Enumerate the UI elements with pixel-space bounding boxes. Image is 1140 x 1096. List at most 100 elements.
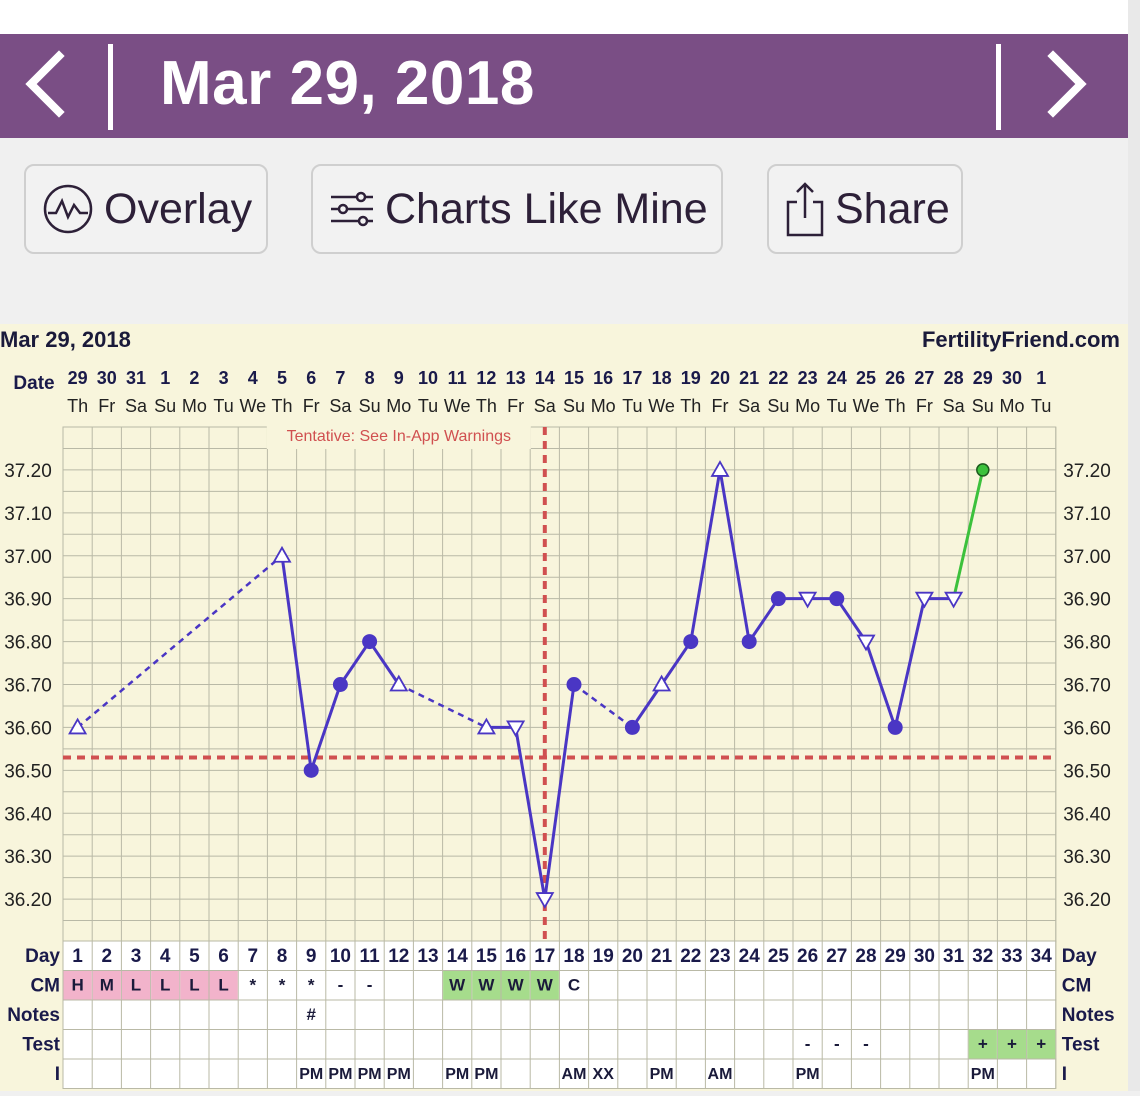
table-cell-value: W <box>508 976 525 995</box>
temp-segment <box>514 727 547 900</box>
temp-point <box>829 591 845 607</box>
prev-day-button[interactable] <box>0 34 90 138</box>
temp-point <box>389 674 409 692</box>
weekday-tick-label: Mo <box>795 396 820 416</box>
weekday-tick-label: Sa <box>738 396 761 416</box>
day-number: 23 <box>709 946 730 967</box>
table-cell-value: - <box>863 1035 869 1054</box>
date-tick-label: 20 <box>710 368 730 388</box>
weekday-tick-label: Sa <box>329 396 352 416</box>
overlay-button[interactable]: Overlay <box>24 164 268 254</box>
chart-source: FertilityFriend.com <box>922 327 1120 352</box>
next-day-button[interactable] <box>1022 34 1112 138</box>
day-number: 20 <box>622 946 643 967</box>
day-number: 33 <box>1001 946 1022 967</box>
table-cell-value: PM <box>971 1066 995 1083</box>
share-button[interactable]: Share <box>767 164 963 254</box>
weekday-tick-label: Tu <box>213 396 233 416</box>
day-number: 22 <box>680 946 701 967</box>
temp-point <box>856 634 876 652</box>
temp-segment <box>339 640 371 686</box>
day-number: 9 <box>306 946 317 967</box>
date-header: Mar 29, 2018 <box>0 34 1128 138</box>
weekday-tick-label: Tu <box>622 396 642 416</box>
table-cell-value: + <box>1036 1035 1046 1054</box>
table-cell-value: AM <box>562 1066 587 1083</box>
table-cell-value: L <box>218 976 228 995</box>
weekday-tick-label: We <box>444 396 471 416</box>
y-tick-label-left: 36.50 <box>4 761 52 782</box>
day-number: 24 <box>739 946 761 967</box>
temp-segment <box>864 641 897 728</box>
day-number: 14 <box>447 946 469 967</box>
day-number: 11 <box>360 946 381 967</box>
weekday-tick-label: Fr <box>303 396 320 416</box>
weekday-tick-label: Mo <box>999 396 1024 416</box>
day-number: 19 <box>593 946 614 967</box>
table-cell-fill <box>443 971 472 1000</box>
weekday-tick-label: Fr <box>98 396 115 416</box>
y-tick-label-right: 36.70 <box>1063 676 1111 697</box>
date-tick-label: 10 <box>418 368 438 388</box>
date-tick-label: 24 <box>827 368 847 388</box>
date-tick-label: 31 <box>126 368 146 388</box>
weekday-tick-label: Su <box>563 396 585 416</box>
header-divider-right <box>996 44 1001 130</box>
y-tick-label-left: 36.30 <box>4 847 52 868</box>
weekday-tick-label: Tu <box>827 396 847 416</box>
temp-point <box>914 591 934 609</box>
table-cell-value: * <box>308 976 315 995</box>
table-cell-value: L <box>131 976 141 995</box>
day-number: 27 <box>826 946 847 967</box>
table-cell-value: C <box>568 976 580 995</box>
temp-point <box>303 762 319 778</box>
weekday-tick-label: Tu <box>418 396 438 416</box>
date-tick-label: 26 <box>885 368 905 388</box>
date-tick-label: 8 <box>365 368 375 388</box>
weekday-tick-label: Tu <box>1031 396 1051 416</box>
day-number: 3 <box>131 946 142 967</box>
chart-title: Mar 29, 2018 <box>0 327 131 352</box>
header-edge <box>1128 0 1140 138</box>
table-cell-value: PM <box>328 1066 352 1083</box>
row-label-left: Notes <box>7 1005 60 1026</box>
temp-segment <box>718 469 751 642</box>
table-cell-value: PM <box>445 1066 469 1083</box>
day-number: 1 <box>72 946 83 967</box>
warning-background <box>266 425 531 449</box>
temp-segment <box>689 469 722 642</box>
row-label-right: Test <box>1062 1035 1100 1056</box>
date-tick-label: 19 <box>681 368 701 388</box>
table-cell-value: M <box>100 976 114 995</box>
day-number: 8 <box>277 946 288 967</box>
day-number: 28 <box>855 946 876 967</box>
weekday-tick-label: Th <box>476 396 497 416</box>
temp-point <box>770 591 786 607</box>
date-tick-label: 28 <box>944 368 964 388</box>
weekday-tick-label: Su <box>154 396 176 416</box>
weekday-tick-label: Fr <box>507 396 524 416</box>
y-tick-label-right: 36.40 <box>1063 804 1111 825</box>
y-tick-label-right: 37.00 <box>1063 547 1111 568</box>
y-tick-label-left: 36.80 <box>4 633 52 654</box>
bbt-chart: Mar 29, 2018 FertilityFriend.com Date 29 Th 3… <box>0 324 1128 1091</box>
temp-point <box>976 463 990 477</box>
temp-segment <box>309 684 342 771</box>
table-cell-fill <box>997 1030 1027 1059</box>
charts-like-mine-button[interactable]: Charts Like Mine <box>311 164 723 254</box>
temp-point <box>624 719 640 735</box>
temp-point <box>332 677 348 692</box>
y-tick-label-right: 37.10 <box>1063 504 1111 525</box>
table-cell-value: PM <box>358 1066 382 1083</box>
temp-segment <box>76 554 283 729</box>
table-cell-value: W <box>537 976 554 995</box>
y-tick-label-right: 36.30 <box>1063 847 1111 868</box>
weekday-tick-label: We <box>239 396 266 416</box>
day-number: 17 <box>534 946 555 967</box>
table-cell-value: W <box>449 976 466 995</box>
weekday-tick-label: Mo <box>591 396 616 416</box>
temp-point <box>887 719 903 735</box>
y-tick-label-left: 36.60 <box>4 718 52 739</box>
temp-point <box>798 591 818 609</box>
